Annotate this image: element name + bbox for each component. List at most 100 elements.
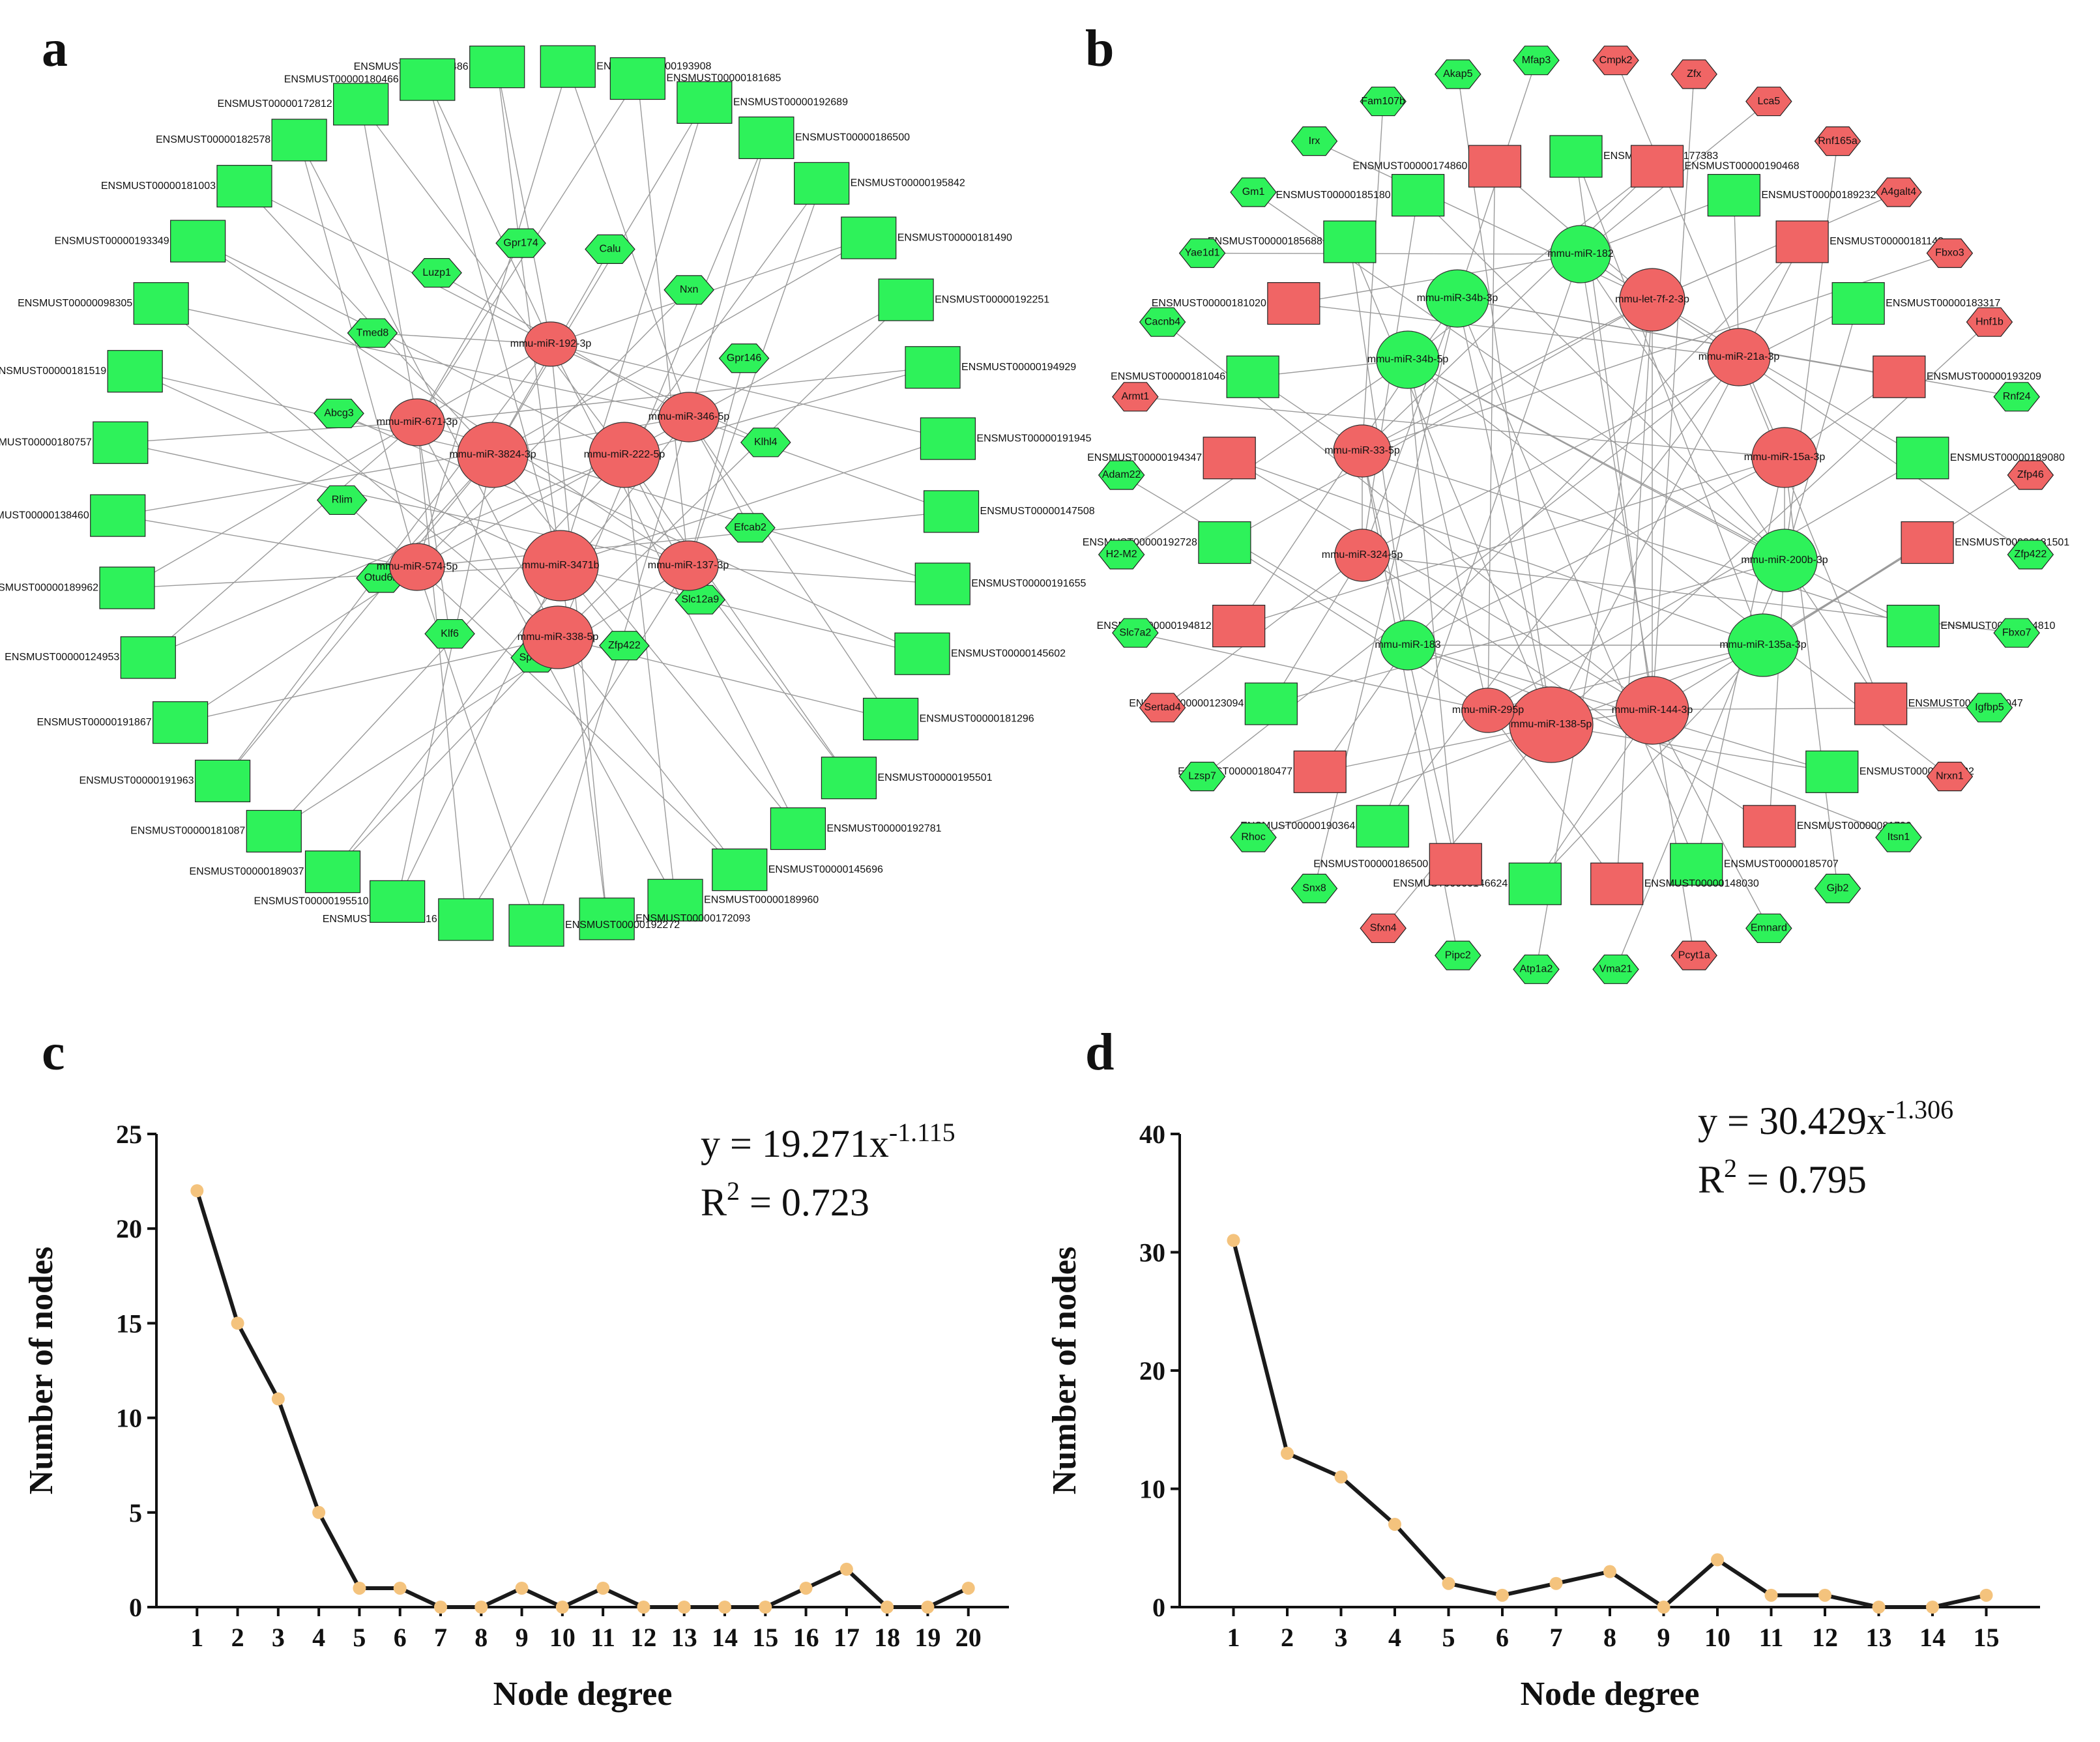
data-point [759,1601,772,1614]
data-point [961,1581,975,1595]
edge [497,66,561,566]
transcript-label: ENSMUST00000182578 [156,134,270,145]
transcript-node [1212,605,1266,648]
transcript-label: ENSMUST00000195501 [877,772,992,783]
y-tick-label: 30 [1139,1238,1165,1268]
gene-label: Otud6b [364,572,399,583]
mirna-node [1550,225,1611,283]
edge [1534,645,1764,884]
gene-node [1360,86,1407,117]
data-point [1657,1601,1670,1614]
mirna-node [1376,330,1440,389]
mirna-node [1509,686,1594,763]
mirna-node [589,422,660,488]
gene-label: Hnf1b [1976,316,2004,327]
transcript-node [712,849,768,892]
data-point [1388,1517,1401,1531]
data-point [881,1601,894,1614]
network-b: ENSMUST00000174860ENSMUST00000177383ENSM… [1083,46,2069,984]
edge [197,240,625,456]
gene-label: Tmed8 [357,327,389,338]
series-line [195,1190,969,1609]
edge [624,454,676,901]
fit-equation-base: y = 30.429x [1698,1099,1886,1142]
panel-label-d: d [1085,1024,1115,1081]
gene-label: Rnf24 [2003,391,2031,402]
edge [360,104,418,423]
edge [1580,254,1695,956]
edge [1616,299,1653,884]
data-point [1334,1470,1348,1484]
edge [1457,298,1697,865]
data-point [718,1601,731,1614]
panel-label-a: a [42,20,68,78]
gene-node [1178,761,1226,792]
transcript-node [1886,605,1940,648]
mirna-label: mmu-miR-3824-3p [449,449,536,460]
edge [1738,356,1882,704]
transcript-node [609,57,665,100]
gene-label: Zfp46 [2017,469,2044,480]
panel-label-b: b [1085,20,1115,78]
fit-equation: y = 19.271x-1.115 [701,1118,955,1165]
y-tick-label: 20 [1139,1356,1165,1386]
edge [1784,141,1839,561]
gene-label: Rhoc [1241,832,1265,843]
mirna-label: mmu-miR-34b-3p [1417,293,1498,304]
transcript-label: ENSMUST00000185688 [1208,236,1322,247]
gene-node [1513,954,1560,984]
gene-label: A4galt4 [1881,186,1916,197]
transcript-node [1805,750,1859,793]
edge [1487,166,1496,711]
edge [1487,710,1618,884]
transcript-label: ENSMUST00000148030 [1644,878,1759,889]
gene-node [1875,822,1922,852]
edge [1652,74,1695,711]
mirna-label: mmu-miR-324-5p [1322,549,1403,560]
mirna-node [658,540,719,591]
fit-equation-exponent: -1.306 [1886,1095,1953,1124]
gene-node [1098,460,1145,490]
edge [465,565,689,920]
transcript-label: ENSMUST00000147508 [980,506,1095,517]
data-point [1764,1588,1778,1602]
data-point [1711,1553,1724,1567]
mirna-node [1727,613,1799,677]
transcript-node [914,562,970,605]
mirna-label: mmu-miR-295p [1452,704,1524,716]
transcript-label: ENSMUST00000192689 [733,97,848,108]
edge [497,66,551,345]
edge [1224,299,1653,544]
gene-node [664,275,714,305]
edge [1202,252,1581,255]
edge [1135,396,1785,458]
mirna-node [522,530,599,602]
y-tick-label: 5 [129,1498,142,1528]
edge [637,78,689,566]
edge [120,442,689,566]
gene-node [1670,59,1717,89]
edge [1551,724,1832,772]
gene-label: Abcg3 [324,408,353,419]
gene-node [1139,693,1186,723]
edge [126,343,551,588]
transcript-node [1267,282,1320,325]
transcript-node [1707,173,1760,217]
gene-label: Fbxo7 [2002,627,2032,638]
edge [299,139,559,638]
y-tick-label: 15 [116,1309,142,1338]
data-point [1872,1601,1886,1614]
data-point [1603,1565,1616,1578]
mirna-node [389,398,445,446]
transcript-node [90,494,146,537]
edge [688,183,823,566]
transcript-label: ENSMUST00000180757 [0,437,92,448]
gene-label: Sertad4 [1145,702,1181,713]
transcript-label: ENSMUST00000194929 [961,362,1076,373]
edge [560,102,705,566]
edge [197,240,689,566]
transcript-node [120,636,176,679]
gene-label: Fam107b [1361,96,1405,107]
edge [1238,457,1785,627]
